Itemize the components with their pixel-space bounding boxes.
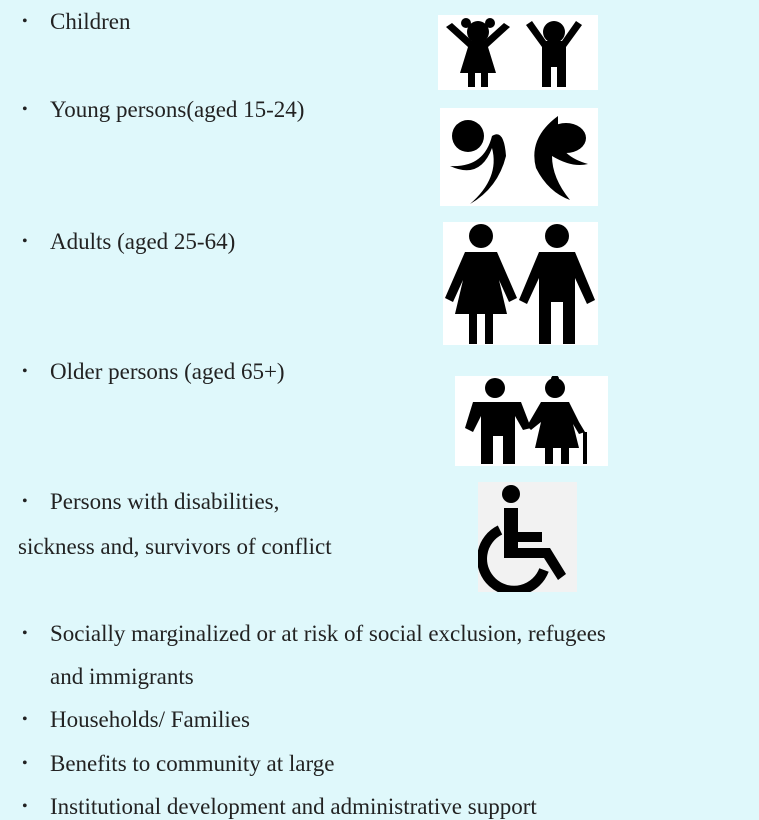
list-item-continued: and immigrants bbox=[50, 664, 194, 689]
adults-icon bbox=[443, 222, 598, 345]
young-persons-icon bbox=[440, 108, 598, 206]
wheelchair-icon bbox=[478, 482, 577, 592]
list-item: Households/ Families bbox=[22, 707, 250, 733]
list-item: Young persons(aged 15-24) bbox=[22, 97, 305, 123]
list-item: Benefits to community at large bbox=[22, 751, 335, 777]
list-item: Adults (aged 25-64) bbox=[22, 229, 235, 255]
list-item: Socially marginalized or at risk of soci… bbox=[22, 621, 606, 647]
older-persons-icon bbox=[455, 376, 608, 466]
list-item-continued: sickness and, survivors of conflict bbox=[18, 534, 332, 559]
list-item: Children bbox=[22, 9, 130, 35]
list-item: Institutional development and administra… bbox=[22, 794, 537, 820]
list-item: Persons with disabilities, bbox=[22, 489, 279, 515]
list-item: Older persons (aged 65+) bbox=[22, 359, 285, 385]
children-icon bbox=[438, 15, 598, 90]
